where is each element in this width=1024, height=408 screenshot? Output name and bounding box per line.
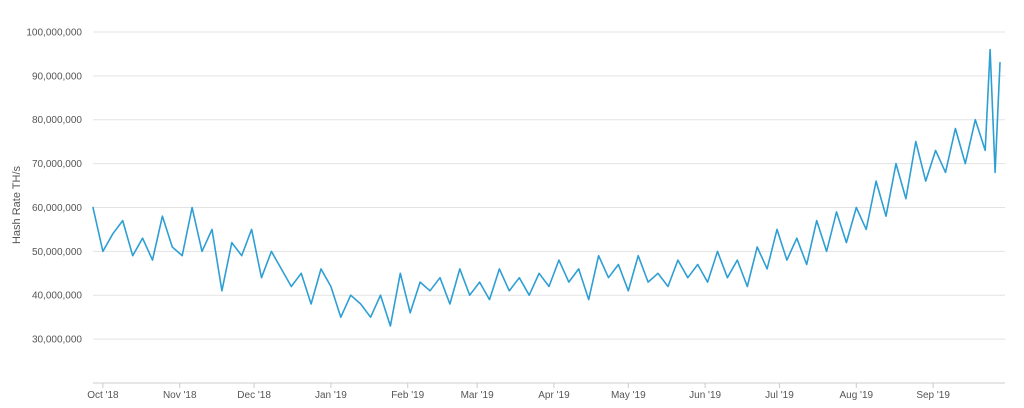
y-tick-label: 50,000,000 bbox=[32, 247, 82, 258]
x-tick-label: Jul '19 bbox=[765, 390, 794, 401]
y-tick-label: 70,000,000 bbox=[32, 159, 82, 170]
x-tick-label: Feb '19 bbox=[391, 390, 424, 401]
y-axis-title: Hash Rate TH/s bbox=[11, 165, 23, 244]
x-tick-label: Jan '19 bbox=[315, 390, 347, 401]
x-axis-labels: Oct '18 Nov '18 Dec '18 Jan '19 Feb '19 Mar '… bbox=[87, 390, 950, 401]
y-tick-label: 30,000,000 bbox=[32, 335, 82, 346]
y-tick-label: 40,000,000 bbox=[32, 291, 82, 302]
y-tick-label: 80,000,000 bbox=[32, 115, 82, 126]
x-tick-label: Mar '19 bbox=[461, 390, 494, 401]
x-tick-label: Dec '18 bbox=[237, 390, 271, 401]
grid-lines bbox=[93, 31, 1005, 340]
series-group bbox=[92, 48, 1001, 327]
y-tick-label: 90,000,000 bbox=[32, 71, 82, 82]
x-tick-label: Nov '18 bbox=[163, 390, 197, 401]
x-tick-label: Oct '18 bbox=[87, 390, 119, 401]
x-tick-label: May '19 bbox=[611, 390, 646, 401]
x-tick-label: Jun '19 bbox=[689, 390, 721, 401]
y-tick-label: 100,000,000 bbox=[26, 27, 82, 38]
y-tick-label: 60,000,000 bbox=[32, 203, 82, 214]
x-tick-label: Sep '19 bbox=[916, 390, 950, 401]
x-axis bbox=[93, 382, 1005, 388]
x-tick-label: Aug '19 bbox=[839, 390, 873, 401]
x-tick-label: Apr '19 bbox=[538, 390, 570, 401]
y-axis-labels: 30,000,000 40,000,000 50,000,000 60,000,000… bbox=[26, 27, 82, 345]
series-line-hash-rate bbox=[92, 48, 1001, 327]
